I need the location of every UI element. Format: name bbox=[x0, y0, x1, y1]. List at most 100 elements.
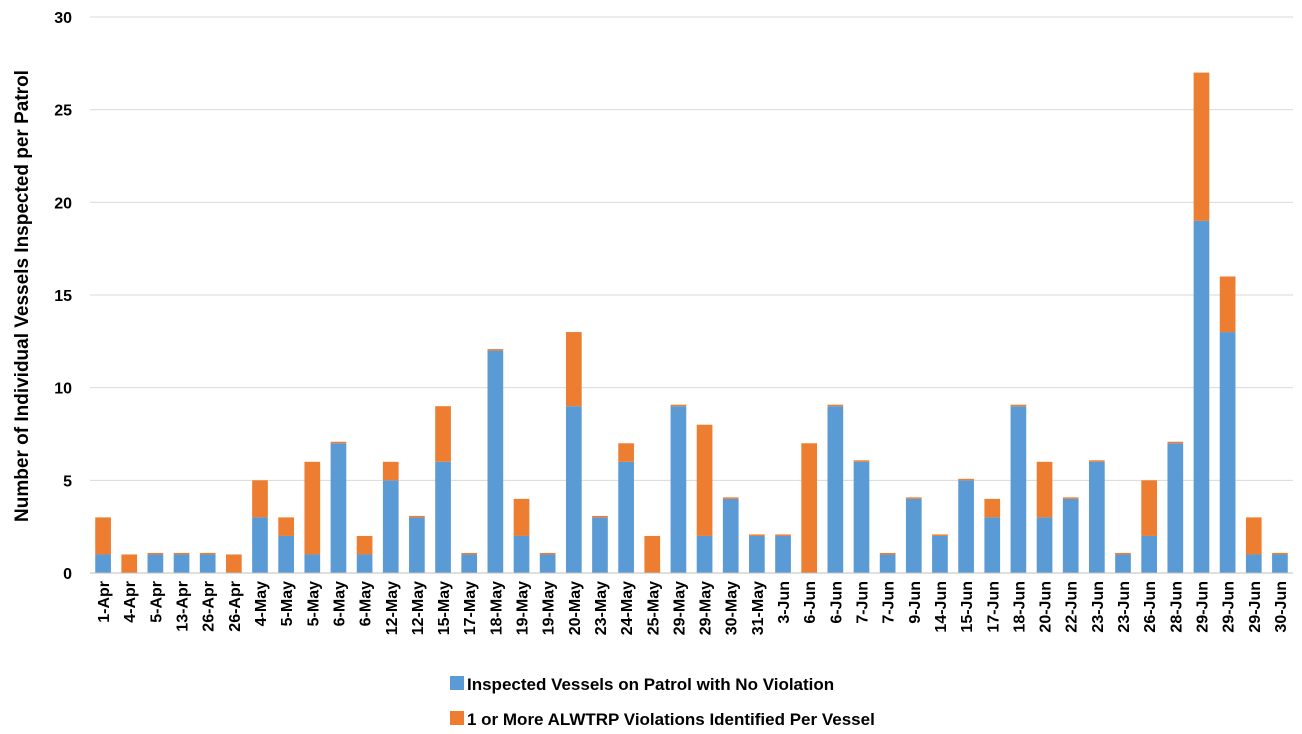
bar-segment-no-violation bbox=[1219, 332, 1236, 573]
x-tick-label: 15-May bbox=[436, 581, 453, 635]
bar-segment-violations bbox=[722, 497, 739, 499]
x-tick-label: 18-May bbox=[488, 581, 505, 635]
x-tick-label: 26-Apr bbox=[201, 581, 218, 632]
bar-segment-no-violation bbox=[1089, 461, 1105, 573]
bar-segment-violations bbox=[905, 497, 922, 499]
bar-segment-violations bbox=[1167, 441, 1184, 444]
bar-segment-no-violation bbox=[539, 554, 556, 573]
x-tick-label: 19-May bbox=[515, 581, 532, 635]
x-tick-label: 15-Jun bbox=[959, 581, 976, 633]
bar-segment-no-violation bbox=[696, 535, 713, 573]
x-tick-label: 1-Apr bbox=[96, 581, 113, 623]
bar-segment-no-violation bbox=[1115, 554, 1131, 573]
bar-segment-no-violation bbox=[1272, 554, 1288, 573]
x-tick-label: 7-Jun bbox=[854, 581, 871, 624]
bar-segment-violations bbox=[461, 552, 478, 555]
bar-segment-violations bbox=[1219, 276, 1236, 333]
y-tick-label: 5 bbox=[63, 473, 72, 490]
bar-segment-violations bbox=[1062, 497, 1079, 499]
bar-segment-violations bbox=[356, 535, 373, 555]
x-tick-label: 4-Apr bbox=[122, 581, 139, 623]
bar-segment-no-violation bbox=[1036, 517, 1053, 573]
legend-swatch-violations bbox=[450, 711, 464, 725]
bar-segment-no-violation bbox=[670, 406, 687, 573]
bar-segment-no-violation bbox=[984, 517, 1001, 573]
x-tick-label: 18-Jun bbox=[1011, 581, 1028, 633]
bar-segment-no-violation bbox=[775, 535, 791, 573]
x-tick-label: 23-Jun bbox=[1116, 581, 1133, 633]
bar-segment-violations bbox=[330, 441, 347, 444]
x-tick-label: 28-Jun bbox=[1168, 581, 1185, 633]
x-tick-label: 4-May bbox=[253, 581, 270, 626]
x-tick-label: 6-Jun bbox=[802, 581, 819, 624]
bar-segment-no-violation bbox=[382, 480, 399, 573]
bar-segment-no-violation bbox=[252, 517, 268, 573]
x-tick-label: 5-May bbox=[305, 581, 322, 626]
bar-segment-violations bbox=[1272, 552, 1288, 555]
y-tick-label: 10 bbox=[54, 381, 72, 398]
bar-segment-violations bbox=[932, 534, 948, 536]
bar-segment-no-violation bbox=[199, 554, 216, 573]
bar-segment-no-violation bbox=[722, 498, 739, 573]
x-tick-label: 19-May bbox=[541, 581, 558, 635]
x-tick-label: 29-Jun bbox=[1221, 581, 1238, 633]
x-tick-label: 22-Jun bbox=[1064, 581, 1081, 633]
bar-segment-violations bbox=[199, 552, 216, 555]
bar-segment-violations bbox=[984, 498, 1001, 518]
x-tick-label: 6-May bbox=[358, 581, 375, 626]
bar-segment-violations bbox=[592, 515, 608, 518]
x-tick-label: 6-May bbox=[331, 581, 348, 626]
bar-segment-no-violation bbox=[409, 517, 425, 573]
x-tick-label: 25-May bbox=[645, 581, 662, 635]
x-tick-label: 23-Jun bbox=[1090, 581, 1107, 633]
bar-segment-violations bbox=[749, 534, 765, 536]
bar-segment-no-violation bbox=[147, 554, 164, 573]
x-tick-label: 17-May bbox=[462, 581, 479, 635]
x-tick-label: 29-Jun bbox=[1247, 581, 1264, 633]
bar-segment-no-violation bbox=[565, 406, 582, 573]
x-tick-label: 7-Jun bbox=[881, 581, 898, 624]
y-axis-title: Number of Individual Vessels Inspected p… bbox=[12, 70, 33, 522]
y-tick-labels: 0 5 10 15 20 25 30 bbox=[54, 10, 72, 583]
x-tick-label: 26-Apr bbox=[227, 581, 244, 632]
bar-segment-no-violation bbox=[1245, 554, 1262, 573]
bar-segment-violations bbox=[696, 424, 713, 536]
bar-segment-no-violation bbox=[304, 554, 321, 573]
bar-segment-no-violation bbox=[905, 498, 922, 573]
bar-segment-violations bbox=[95, 517, 111, 555]
x-tick-label: 9-Jun bbox=[907, 581, 924, 624]
x-tick-label: 29-May bbox=[698, 581, 715, 635]
bar-segment-no-violation bbox=[487, 350, 504, 573]
x-tick-label: 5-Apr bbox=[148, 581, 165, 623]
y-tick-label: 15 bbox=[54, 288, 72, 305]
bar-segment-no-violation bbox=[932, 535, 948, 573]
bar-segment-violations bbox=[1245, 517, 1262, 555]
bar-segment-violations bbox=[304, 461, 321, 555]
bar-segment-no-violation bbox=[1062, 498, 1079, 573]
gridlines bbox=[90, 16, 1293, 481]
bar-segment-violations bbox=[1036, 461, 1053, 518]
bar-segment-violations bbox=[539, 552, 556, 555]
bar-segment-no-violation bbox=[1193, 220, 1210, 573]
bar-segment-violations bbox=[1141, 480, 1158, 536]
bar-segment-violations bbox=[147, 552, 164, 555]
bar-segment-violations bbox=[1115, 552, 1131, 555]
y-tick-label: 20 bbox=[54, 195, 72, 212]
x-tick-label: 29-May bbox=[671, 581, 688, 635]
bar-segment-violations bbox=[513, 498, 530, 536]
x-tick-label: 20-May bbox=[567, 581, 584, 635]
bar-segment-violations bbox=[801, 443, 818, 573]
x-tick-label: 13-Apr bbox=[175, 581, 192, 632]
bar-segment-no-violation bbox=[749, 535, 765, 573]
x-tick-labels: 1-Apr 4-Apr 5-Apr 13-Apr 26-Apr 26-Apr 4-May 5-… bbox=[96, 581, 1290, 635]
bar-segment-no-violation bbox=[330, 443, 347, 573]
bar-segment-violations bbox=[879, 552, 896, 555]
y-tick-label: 30 bbox=[54, 10, 72, 27]
bar-segment-violations bbox=[278, 517, 294, 536]
bar-segment-no-violation bbox=[1141, 535, 1158, 573]
x-tick-label: 23-May bbox=[593, 581, 610, 635]
bar-segment-violations bbox=[644, 535, 661, 573]
bar-segment-violations bbox=[775, 534, 791, 536]
bar-segment-no-violation bbox=[618, 461, 634, 573]
